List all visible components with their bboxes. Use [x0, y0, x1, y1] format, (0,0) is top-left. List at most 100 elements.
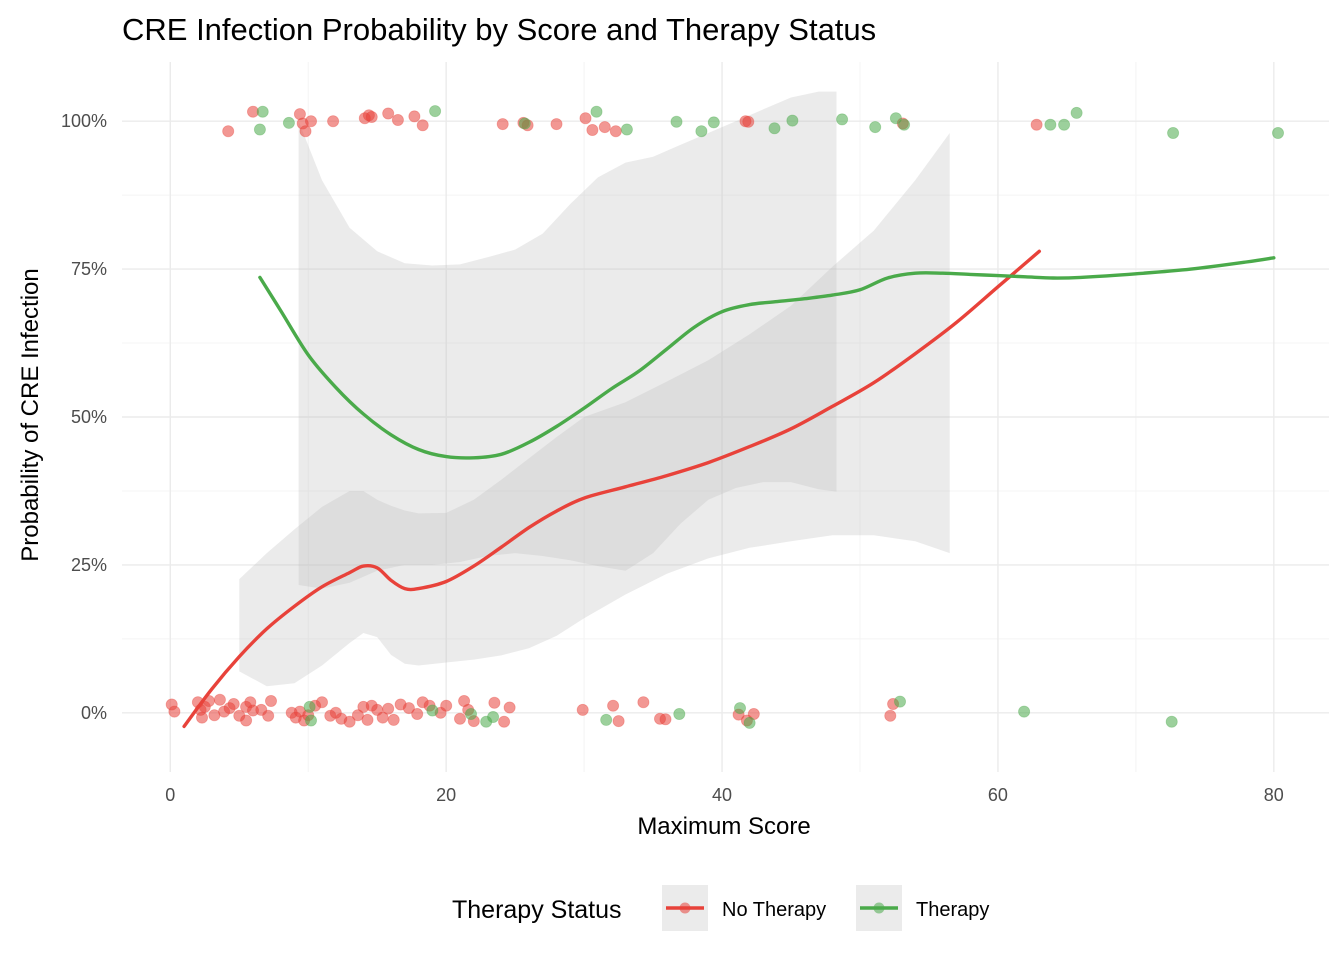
x-tick-label: 60 [988, 785, 1008, 805]
data-point-no-therapy [550, 118, 563, 131]
data-point-therapy [464, 708, 477, 721]
data-point-no-therapy [387, 713, 400, 726]
data-point-no-therapy [884, 709, 897, 722]
data-point-no-therapy [195, 711, 208, 724]
data-point-therapy [1070, 106, 1083, 119]
legend-title: Therapy Status [452, 896, 622, 924]
confidence-ribbon-no-therapy [239, 133, 950, 687]
data-point-no-therapy [411, 708, 424, 721]
line-layer [182, 249, 1276, 729]
data-point-no-therapy [503, 701, 516, 714]
x-tick-label: 80 [1264, 785, 1284, 805]
data-point-no-therapy [402, 702, 415, 715]
y-axis-title: Probability of CRE Infection [17, 268, 44, 561]
data-point-no-therapy [498, 715, 511, 728]
data-point-therapy [304, 714, 317, 727]
data-point-no-therapy [416, 119, 429, 132]
data-point-no-therapy [365, 111, 378, 124]
data-point-therapy [894, 695, 907, 708]
data-point-no-therapy [240, 714, 253, 727]
data-point-therapy [734, 702, 747, 715]
data-point-no-therapy [351, 709, 364, 722]
data-point-therapy [1058, 118, 1071, 131]
data-point-no-therapy [361, 713, 374, 726]
y-tick-label: 50% [71, 407, 107, 427]
data-point-therapy [1018, 705, 1031, 718]
data-point-no-therapy [598, 121, 611, 134]
data-point-therapy [670, 115, 683, 128]
smooth-line-no-therapy [182, 249, 1041, 729]
data-point-therapy [487, 711, 500, 724]
data-point-no-therapy [391, 114, 404, 127]
data-point-no-therapy [264, 695, 277, 708]
data-point-no-therapy [299, 125, 312, 138]
data-point-therapy [426, 704, 439, 717]
ribbon-layer [239, 91, 950, 687]
data-point-no-therapy [586, 124, 599, 137]
data-point-no-therapy [315, 696, 328, 709]
data-point-therapy [303, 700, 316, 713]
data-point-no-therapy [382, 702, 395, 715]
data-point-therapy [1272, 127, 1285, 140]
data-point-therapy [695, 125, 708, 138]
data-point-therapy [282, 116, 295, 129]
data-point-no-therapy [496, 118, 509, 131]
data-point-therapy [898, 118, 911, 131]
data-point-therapy [1167, 127, 1180, 140]
y-tick-label: 100% [61, 111, 107, 131]
data-point-therapy [253, 123, 266, 136]
data-point-therapy [518, 117, 531, 130]
data-point-no-therapy [576, 703, 589, 716]
data-point-no-therapy [327, 115, 340, 128]
data-point-therapy [707, 116, 720, 129]
data-point-therapy [889, 112, 902, 125]
data-point-therapy [786, 114, 799, 127]
data-point-therapy [256, 105, 269, 118]
data-point-no-therapy [453, 712, 466, 725]
data-point-no-therapy [222, 125, 235, 138]
data-point-therapy [600, 713, 613, 726]
data-point-therapy [620, 123, 633, 136]
data-point-therapy [673, 708, 686, 721]
axis-layer: 0 20 40 60 80 0% 25% 50% 75% 100% [61, 111, 1284, 805]
data-point-no-therapy [612, 715, 625, 728]
data-point-no-therapy [609, 125, 622, 138]
data-point-no-therapy [227, 698, 240, 711]
data-point-no-therapy [376, 711, 389, 724]
data-point-no-therapy [742, 115, 755, 128]
point-layer [165, 105, 1285, 729]
y-tick-label: 0% [81, 703, 107, 723]
data-point-no-therapy [659, 713, 672, 726]
legend-label-therapy: Therapy [916, 899, 989, 921]
legend-key-no-therapy-point [679, 902, 691, 914]
data-point-therapy [590, 105, 603, 118]
data-point-no-therapy [213, 693, 226, 706]
data-point-no-therapy [579, 112, 592, 125]
data-point-no-therapy [304, 115, 317, 128]
data-point-no-therapy [408, 110, 421, 123]
chart-title: CRE Infection Probability by Score and T… [122, 12, 876, 47]
data-point-therapy [429, 105, 442, 118]
data-point-no-therapy [262, 709, 275, 722]
data-point-no-therapy [1030, 118, 1043, 131]
data-point-therapy [768, 122, 781, 135]
grid-layer [122, 62, 1329, 772]
data-point-therapy [836, 113, 849, 126]
x-tick-label: 20 [436, 785, 456, 805]
data-point-no-therapy [168, 705, 181, 718]
data-point-therapy [869, 121, 882, 134]
legend-key-therapy-point [873, 902, 885, 914]
data-point-therapy [1165, 715, 1178, 728]
data-point-therapy [1044, 118, 1057, 131]
smooth-line-therapy [258, 256, 1276, 460]
y-tick-label: 25% [71, 555, 107, 575]
data-point-therapy [743, 716, 756, 729]
data-point-no-therapy [382, 107, 395, 120]
data-point-no-therapy [637, 696, 650, 709]
data-point-no-therapy [440, 699, 453, 712]
data-point-no-therapy [488, 696, 501, 709]
x-tick-label: 0 [165, 785, 175, 805]
legend-label-no-therapy: No Therapy [722, 899, 826, 921]
